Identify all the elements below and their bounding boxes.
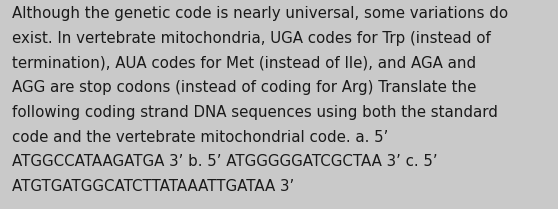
Text: AGG are stop codons (instead of coding for Arg) Translate the: AGG are stop codons (instead of coding f… bbox=[12, 80, 477, 95]
Text: code and the vertebrate mitochondrial code. a. 5’: code and the vertebrate mitochondrial co… bbox=[12, 130, 389, 145]
Text: exist. In vertebrate mitochondria, UGA codes for Trp (instead of: exist. In vertebrate mitochondria, UGA c… bbox=[12, 31, 491, 46]
Text: termination), AUA codes for Met (instead of Ile), and AGA and: termination), AUA codes for Met (instead… bbox=[12, 56, 477, 71]
Text: Although the genetic code is nearly universal, some variations do: Although the genetic code is nearly univ… bbox=[12, 6, 508, 21]
Text: following coding strand DNA sequences using both the standard: following coding strand DNA sequences us… bbox=[12, 105, 498, 120]
Text: ATGGCCATAAGATGA 3’ b. 5’ ATGGGGGATCGCTAA 3’ c. 5’: ATGGCCATAAGATGA 3’ b. 5’ ATGGGGGATCGCTAA… bbox=[12, 154, 438, 169]
Text: ATGTGATGGCATCTTATAAATTGATAA 3’: ATGTGATGGCATCTTATAAATTGATAA 3’ bbox=[12, 179, 295, 194]
